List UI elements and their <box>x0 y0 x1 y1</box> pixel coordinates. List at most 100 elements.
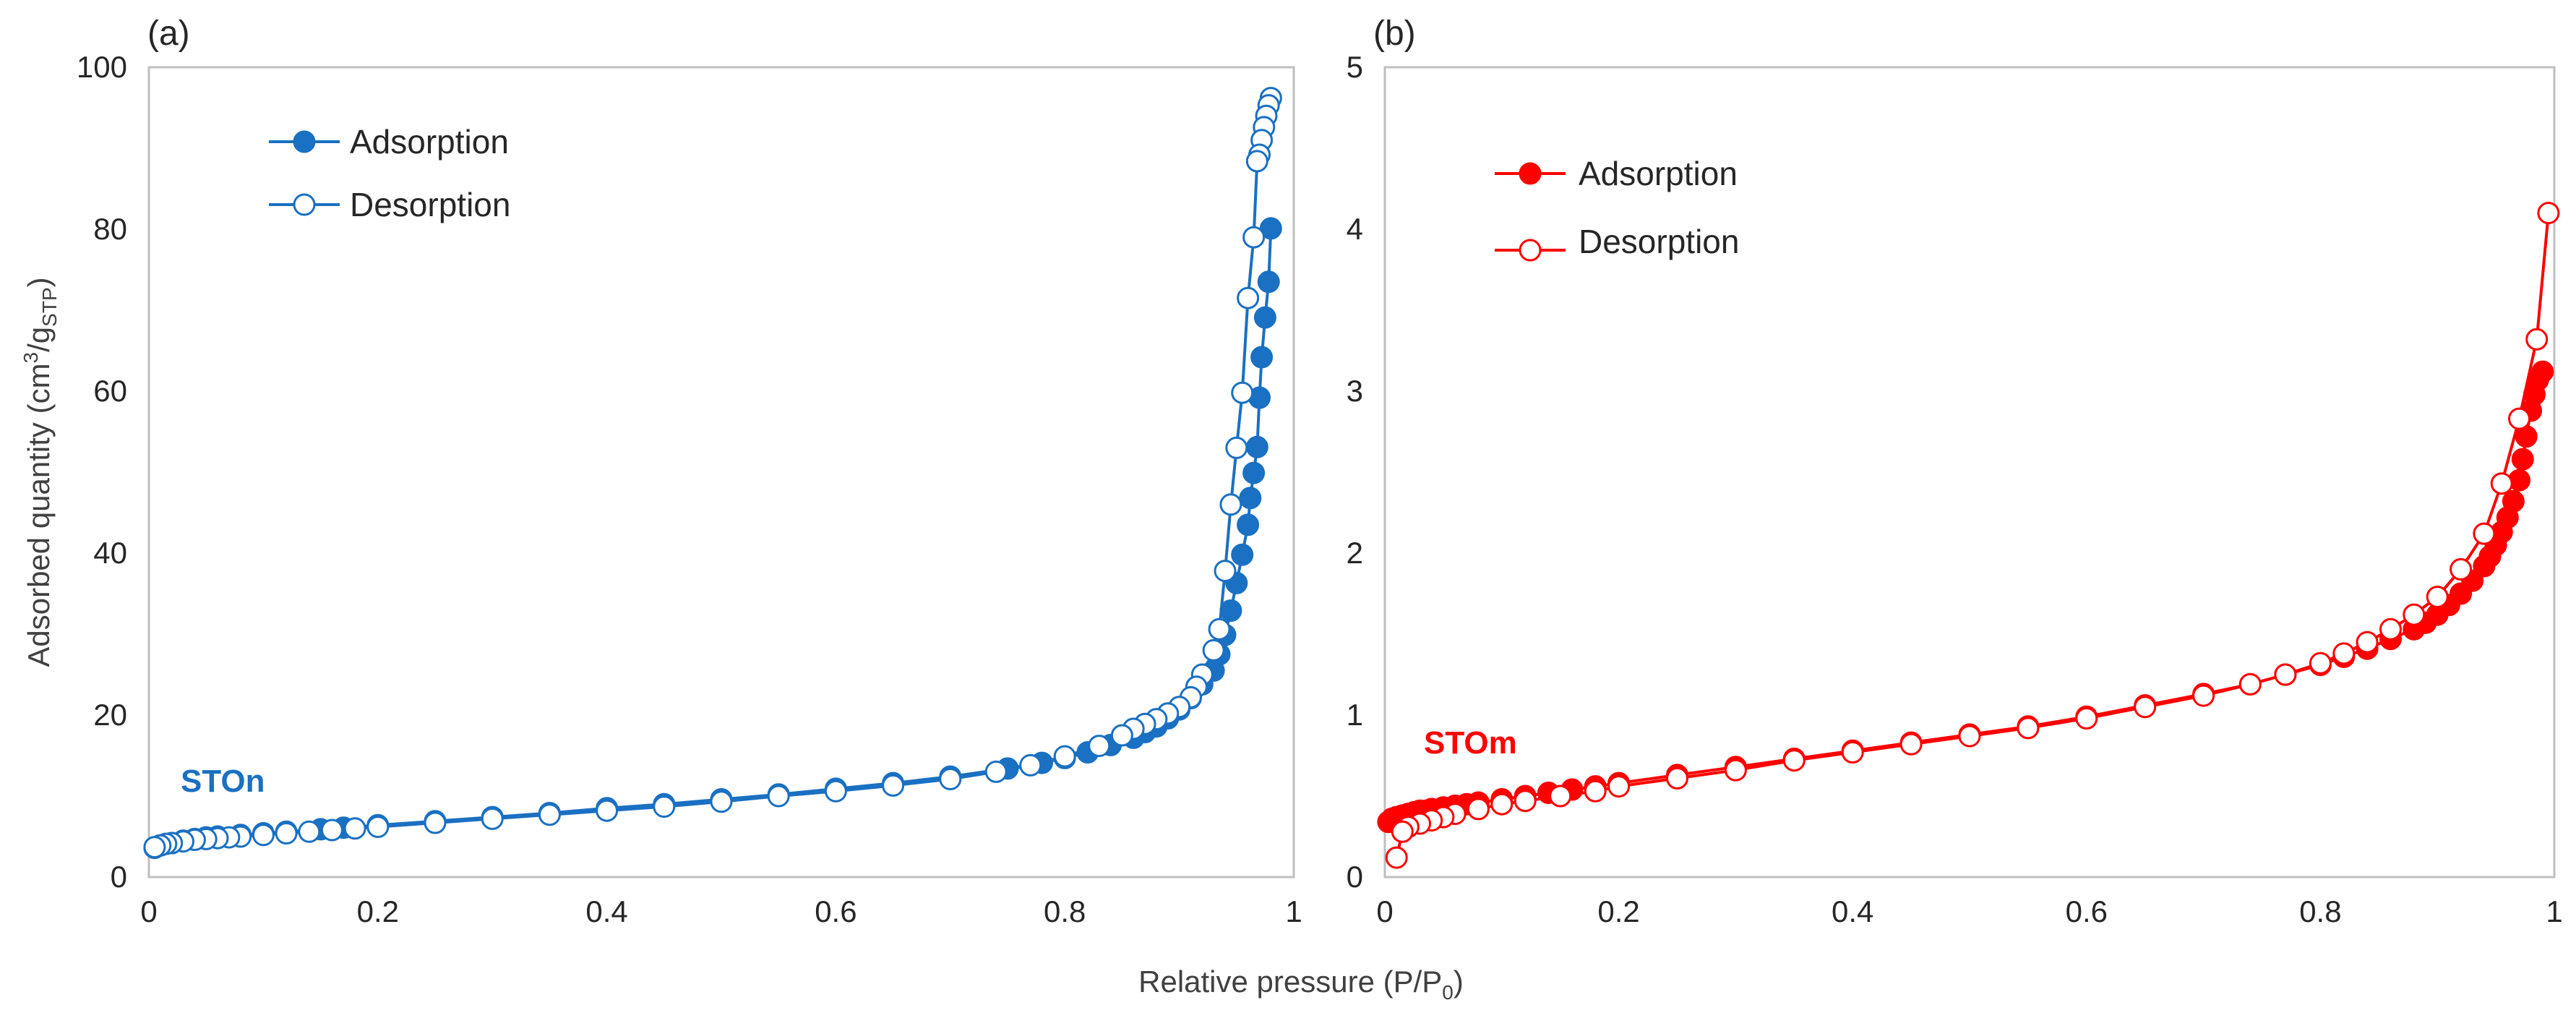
desorption-point <box>882 774 905 797</box>
legend-label-desorption: Desorption <box>1579 223 1739 260</box>
panel-a-sample-label: STOn <box>181 764 265 799</box>
x-axis-title: Relative pressure (P/P0) <box>1138 965 1464 1004</box>
desorption-point <box>2537 202 2560 225</box>
adsorption-point <box>1219 599 1242 622</box>
adsorption-point <box>2511 448 2534 471</box>
x-tick-label: 0.2 <box>357 894 399 928</box>
y-tick-label: 1 <box>1347 698 1363 732</box>
legend-label-adsorption: Adsorption <box>1579 155 1738 192</box>
desorption-point <box>1841 741 1864 764</box>
desorption-point <box>1899 732 1923 756</box>
desorption-point <box>1490 792 1514 816</box>
desorption-point <box>939 768 962 790</box>
desorption-point <box>1607 775 1631 798</box>
desorption-point <box>1088 735 1111 758</box>
desorption-point <box>2274 663 2297 686</box>
panel-a-series-points <box>143 87 1282 860</box>
desorption-point <box>1666 766 1688 790</box>
desorption-point <box>481 807 504 830</box>
legend-open-circle-icon <box>293 193 316 216</box>
adsorption-point <box>1231 543 1254 566</box>
adsorption-line <box>1387 371 2544 824</box>
desorption-point <box>143 836 166 859</box>
legend-open-circle-icon <box>1519 239 1542 262</box>
desorption-point <box>2450 557 2473 581</box>
panel-a-legend-desorption: Desorption <box>269 186 510 223</box>
y-tick-label: 5 <box>1347 50 1363 84</box>
panel-b-label: (b) <box>1373 14 1416 53</box>
x-tick-label: 0.6 <box>2066 894 2108 928</box>
desorption-point <box>2490 472 2513 495</box>
x-tick-label: 1 <box>2546 894 2562 928</box>
adsorption-point <box>2502 490 2525 513</box>
desorption-point <box>1958 724 1981 748</box>
desorption-point <box>2473 522 2496 545</box>
x-tick-label: 0.8 <box>1044 894 1086 928</box>
desorption-point <box>1110 724 1133 747</box>
desorption-point <box>424 811 447 834</box>
desorption-point <box>767 785 790 808</box>
panel-b-legend: Adsorption Desorption <box>1495 155 1739 262</box>
y-tick-label: 4 <box>1347 212 1363 246</box>
adsorption-point <box>1250 346 1274 369</box>
desorption-point <box>2309 651 2332 675</box>
y-tick-label: 3 <box>1347 374 1363 408</box>
panel-a-y-axis-title: Adsorbed quantity (cm3/gSTP) <box>20 277 61 667</box>
desorption-point <box>1724 758 1747 782</box>
y-tick-label: 40 <box>93 536 127 570</box>
legend-label-desorption: Desorption <box>350 186 510 223</box>
desorption-point <box>2192 684 2215 707</box>
panel-b-ticks: 0 0.2 0.4 0.6 0.8 1 0 1 2 3 4 5 <box>1347 50 2563 928</box>
desorption-point <box>1242 226 1266 249</box>
x-tick-label: 0.6 <box>815 894 856 928</box>
y-tick-label: 2 <box>1347 536 1363 570</box>
desorption-point <box>2134 696 2157 719</box>
panel-a-label: (a) <box>147 14 190 53</box>
adsorption-point <box>1242 461 1266 484</box>
desorption-point <box>1202 638 1225 662</box>
desorption-point <box>2238 672 2262 696</box>
desorption-point <box>653 795 676 818</box>
adsorption-point <box>1245 435 1268 458</box>
y-tick-label: 60 <box>93 374 127 408</box>
panel-b-sample-label: STOm <box>1424 725 1517 761</box>
legend-filled-circle-icon <box>293 130 316 153</box>
x-tick-label: 0.4 <box>1832 894 1873 928</box>
desorption-point <box>596 799 619 822</box>
desorption-point <box>2356 630 2379 654</box>
desorption-point <box>1225 436 1248 459</box>
x-tick-label: 0 <box>140 894 157 928</box>
x-tick-label: 0.8 <box>2299 894 2341 928</box>
adsorption-point <box>2531 360 2554 383</box>
panel-b-series-lines <box>1387 213 2550 858</box>
adsorption-point <box>1253 306 1276 329</box>
desorption-point <box>2403 603 2426 626</box>
panel-b-plot-frame <box>1383 66 2556 878</box>
y-tick-label: 100 <box>77 50 127 84</box>
desorption-point <box>275 822 298 845</box>
panel-a-legend-adsorption: Adsorption <box>269 123 509 161</box>
desorption-point <box>1053 745 1076 768</box>
desorption-point <box>538 803 561 826</box>
desorption-point <box>2017 717 2040 740</box>
legend-label-adsorption: Adsorption <box>350 123 509 161</box>
desorption-point <box>1019 753 1042 777</box>
desorption-point <box>1782 749 1806 772</box>
desorption-point <box>1219 493 1242 516</box>
adsorption-point <box>1259 217 1282 240</box>
desorption-point <box>824 779 847 803</box>
legend-filled-circle-icon <box>1519 162 1542 185</box>
desorption-point <box>2525 328 2549 351</box>
panel-a-legend: Adsorption Desorption <box>269 123 510 223</box>
desorption-point <box>1514 790 1537 813</box>
desorption-point <box>2075 707 2098 730</box>
y-tick-label: 0 <box>1347 860 1363 894</box>
desorption-point <box>1391 820 1414 843</box>
desorption-point <box>1214 560 1237 583</box>
x-tick-label: 0.2 <box>1597 894 1639 928</box>
panel-b-legend-adsorption: Adsorption <box>1495 155 1738 192</box>
desorption-point <box>2508 407 2530 430</box>
panel-b-legend-desorption: Desorption <box>1495 223 1739 262</box>
desorption-point <box>320 818 343 842</box>
y-tick-label: 80 <box>93 212 127 246</box>
